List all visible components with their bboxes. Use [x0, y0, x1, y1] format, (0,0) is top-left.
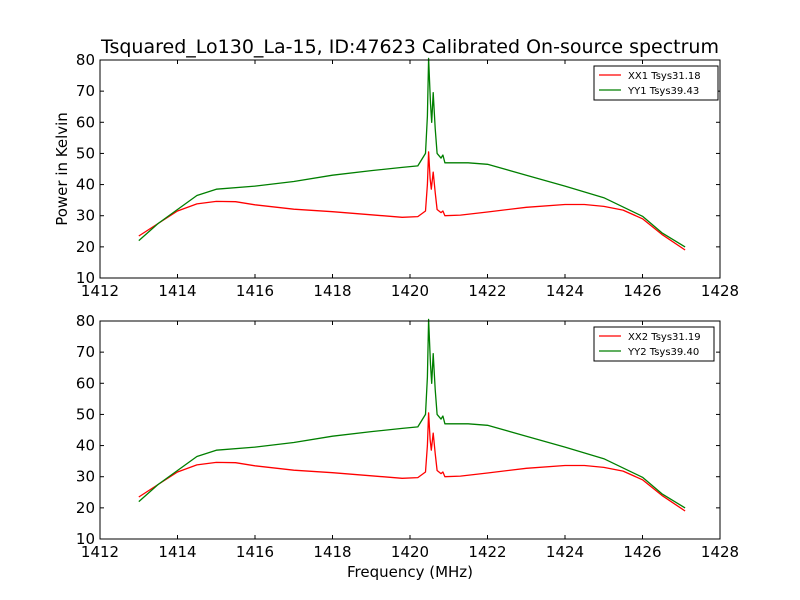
- y-axis-label: Power in Kelvin: [53, 112, 71, 226]
- x-tick-label: 1422: [468, 543, 506, 561]
- x-axis-label: Frequency (MHz): [347, 563, 473, 581]
- y-tick-label: 50: [76, 144, 95, 162]
- legend-panel-1: XX1 Tsys31.18 YY1 Tsys39.43: [593, 65, 719, 101]
- x-tick-label: 1418: [313, 543, 351, 561]
- y-tick-label: 30: [76, 468, 95, 486]
- series-line-yy-panel-1: [138, 57, 686, 248]
- y-tick-label: 10: [76, 269, 95, 287]
- x-tick-label: 1416: [236, 282, 274, 300]
- series-line-xx-panel-2: [138, 412, 686, 512]
- series-line-xx-panel-1: [138, 151, 686, 251]
- x-tick-label: 1426: [623, 282, 661, 300]
- x-tick-label: 1420: [391, 543, 429, 561]
- x-tick-label: 1412: [81, 543, 119, 561]
- x-tick-label: 1428: [701, 543, 739, 561]
- y-tick-label: 20: [76, 238, 95, 256]
- x-tick-label: 1418: [313, 282, 351, 300]
- x-tick-label: 1414: [158, 543, 196, 561]
- x-tick-label: 1428: [701, 282, 739, 300]
- series-line-yy-panel-2: [138, 318, 686, 509]
- y-tick-label: 70: [76, 343, 95, 361]
- y-tick-label: 60: [76, 113, 95, 131]
- x-tick-label: 1424: [546, 282, 584, 300]
- legend-box: [593, 65, 719, 101]
- y-tick-label: 50: [76, 405, 95, 423]
- bottom-plot: 1412 1414 1416 1418 1420 1422 1424 1426 1428 10 20…: [76, 312, 739, 561]
- legend-panel-2: XX2 Tsys31.19 YY2 Tsys39.40: [593, 326, 715, 362]
- x-tick-label: 1416: [236, 543, 274, 561]
- legend-entry: YY2 Tsys39.40: [627, 347, 699, 358]
- figure-title: Tsquared_Lo130_La-15, ID:47623 Calibrate…: [100, 36, 719, 58]
- x-tick-label: 1414: [158, 282, 196, 300]
- legend-box: [593, 326, 715, 362]
- x-tick-label: 1426: [623, 543, 661, 561]
- y-tick-label: 80: [76, 51, 95, 69]
- x-tick-label: 1420: [391, 282, 429, 300]
- y-tick-label: 40: [76, 437, 95, 455]
- y-tick-label: 20: [76, 499, 95, 517]
- x-tick-label: 1422: [468, 282, 506, 300]
- x-tick-label: 1412: [81, 282, 119, 300]
- legend-entry: YY1 Tsys39.43: [627, 86, 699, 97]
- y-tick-label: 80: [76, 312, 95, 330]
- x-tick-label: 1424: [546, 543, 584, 561]
- y-tick-label: 70: [76, 82, 95, 100]
- top-plot: 1412 1414 1416 1418 1420 1422 1424 1426 1428 10 20…: [76, 51, 739, 300]
- y-tick-label: 60: [76, 374, 95, 392]
- legend-entry: XX1 Tsys31.18: [628, 71, 701, 82]
- y-tick-label: 40: [76, 176, 95, 194]
- y-tick-label: 10: [76, 530, 95, 548]
- legend-entry: XX2 Tsys31.19: [628, 332, 701, 343]
- y-tick-label: 30: [76, 207, 95, 225]
